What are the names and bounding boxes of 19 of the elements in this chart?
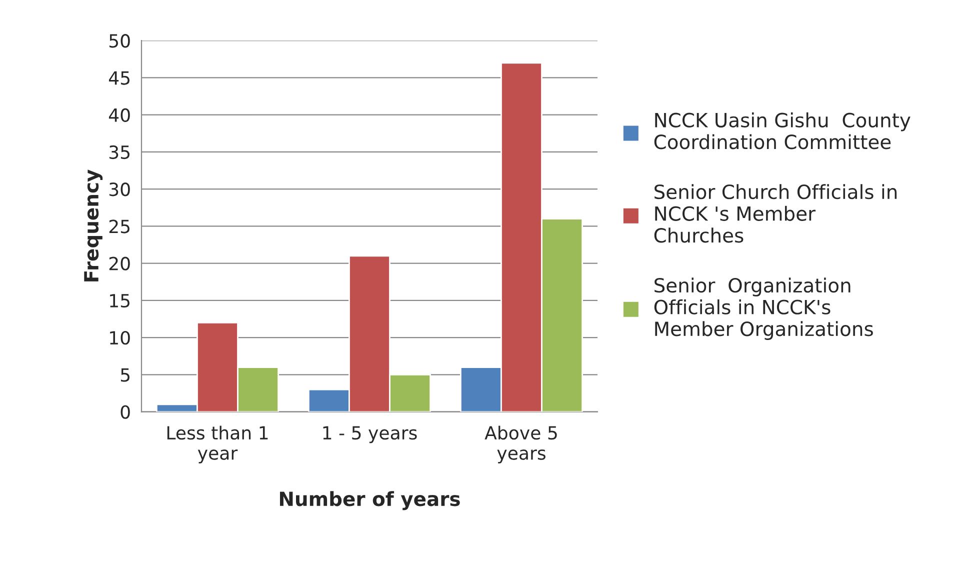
y-tick-label: 30 (109, 182, 130, 196)
x-tick-label: 1 - 5 years (323, 426, 417, 444)
legend-label: Senior Church Officials in NCCK 's Member Churches (654, 184, 897, 243)
x-axis-title: Number of years (280, 491, 460, 510)
y-tick-label: 35 (109, 145, 130, 160)
x-tick-label: Less than 1 year (167, 426, 268, 464)
legend-label: NCCK Uasin Gishu County Coordination Committee (654, 112, 910, 150)
y-tick-label: 40 (108, 108, 130, 122)
y-tick-label: 50 (109, 34, 130, 48)
y-tick-label: 45 (108, 71, 130, 85)
y-tick-label: 0 (120, 405, 130, 419)
y-tick-label: 15 (110, 294, 130, 308)
y-tick-label: 20 (109, 256, 130, 270)
y-tick-label: 5 (120, 368, 130, 382)
y-axis-title: Frequency (84, 170, 103, 282)
legend-label: Senior Organization Officials in NCCK's Member Organizations (654, 278, 873, 340)
y-tick-label: 10 (110, 331, 130, 345)
x-tick-label: Above 5 years (484, 426, 557, 464)
y-tick-label: 25 (109, 220, 130, 234)
